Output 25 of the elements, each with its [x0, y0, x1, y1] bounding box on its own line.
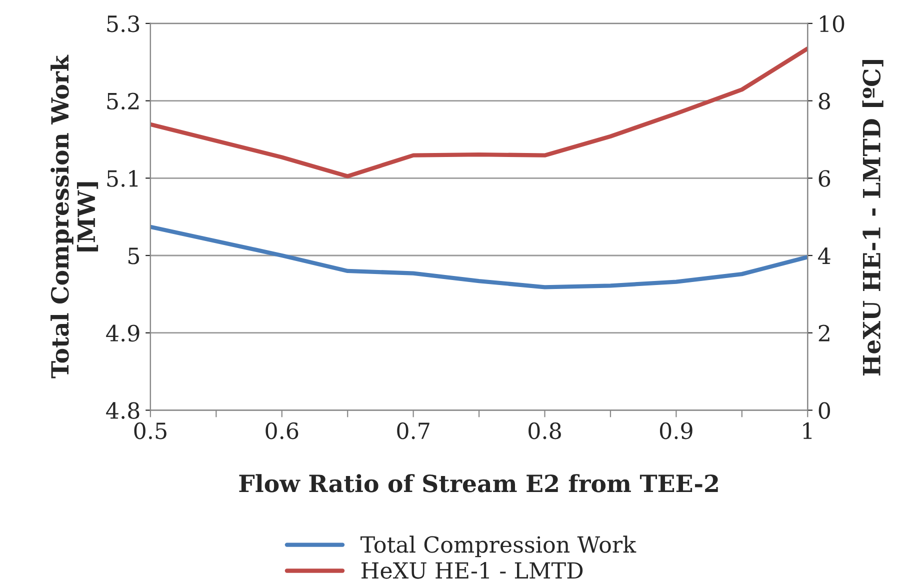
x-tick-label: 1 [803, 422, 812, 439]
line-series [150, 46, 808, 178]
legend-label: Total Compression Work [360, 536, 636, 558]
x-tick-label: 0.7 [397, 422, 430, 440]
y-tick-label: 5.1 [107, 170, 138, 187]
legend-label: HeXU HE-1 - LMTD [362, 562, 583, 579]
line-series [150, 224, 808, 290]
x-tick-label: 0.6 [266, 422, 298, 440]
x-tick-label: 0.5 [134, 422, 166, 440]
y2-axis-title: HeXU HE-1 - LMTD [ºC] [862, 60, 884, 376]
y2-tick-label: 10 [820, 15, 844, 32]
y-tick-label: 5.2 [107, 92, 139, 110]
y-tick-label: 5 [128, 248, 140, 264]
y2-tick-label: 6 [818, 170, 830, 187]
y-axis-title: Total Compression Work [MW] [50, 54, 98, 378]
y2-tick-label: 2 [818, 324, 830, 342]
y-tick-label: 4.8 [106, 402, 140, 419]
y2-tick-label: 8 [818, 92, 830, 110]
x-tick-label: 0.8 [528, 422, 561, 440]
x-axis-title: Flow Ratio of Stream E2 from TEE-2 [239, 474, 718, 492]
x-tick-label: 0.9 [660, 422, 692, 440]
y-tick-label: 5.3 [107, 15, 140, 32]
y-tick-label: 4.9 [106, 324, 140, 342]
y2-tick-label: 4 [818, 247, 830, 264]
y2-tick-label: 0 [818, 402, 830, 419]
